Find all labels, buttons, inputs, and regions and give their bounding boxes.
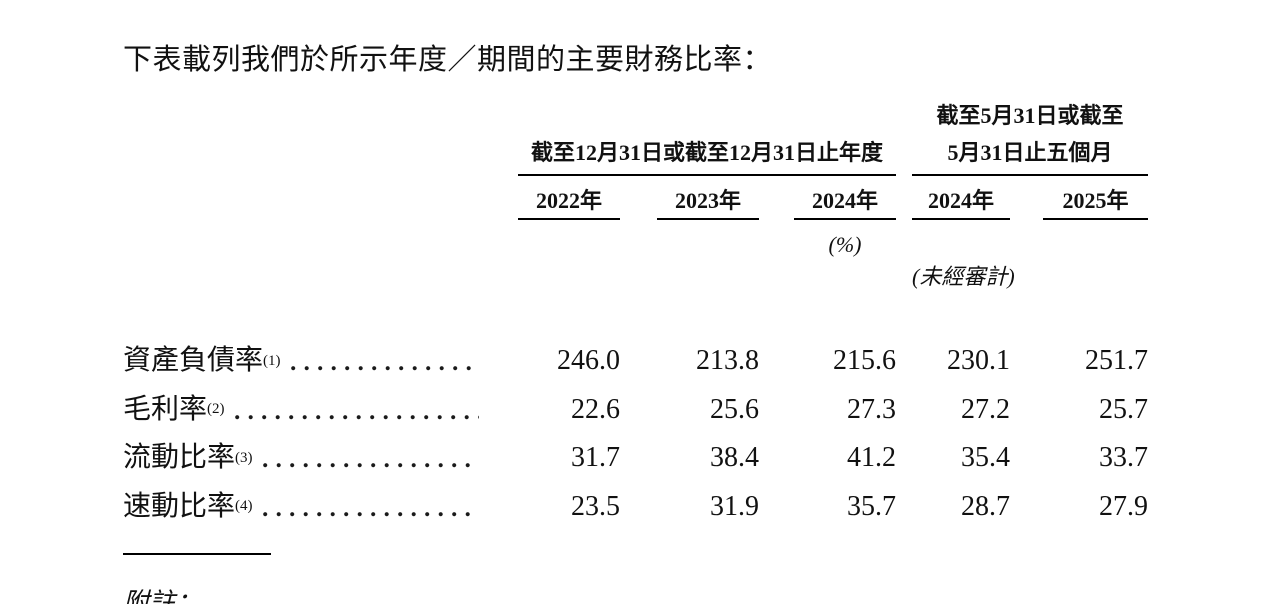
unit-row: (%) — [123, 220, 1148, 258]
unaudited-label: (未經審計) — [912, 264, 1015, 289]
ratio-value: 35.4 — [961, 442, 1010, 473]
period-group-label-line1: 截至5月31日或截至 — [936, 103, 1124, 128]
ratio-label: 流動比率(3) — [123, 442, 253, 473]
ratio-label-cell: 毛利率(2) — [123, 393, 515, 442]
ratio-row-gross-margin: 毛利率(2) 22.6 25.6 27.3 27.2 25.7 — [123, 393, 1148, 442]
percent-unit-label: (%) — [828, 232, 862, 257]
ratio-row-current-ratio: 流動比率(3) 31.7 38.4 41.2 35.4 33.7 — [123, 441, 1148, 490]
period-group-header-five-months: 截至5月31日或截至 5月31日止五個月 — [912, 97, 1148, 176]
ratio-value: 28.7 — [961, 490, 1010, 522]
footnote-marker: (4) — [235, 498, 253, 515]
dotted-leader — [234, 414, 479, 420]
intro-text: 下表載列我們於所示年度／期間的主要財務比率： — [123, 44, 773, 76]
footnote-marker: (1) — [263, 352, 281, 369]
ratio-label: 速動比率(4) — [123, 490, 253, 522]
ratio-value: 213.8 — [696, 345, 759, 376]
ratio-label: 資產負債率(1) — [123, 345, 281, 376]
ratio-label: 毛利率(2) — [123, 393, 225, 425]
period-group-header-annual: 截至12月31日或截至12月31日止年度 — [518, 97, 896, 176]
ratio-value: 22.6 — [571, 393, 620, 425]
ratio-value: 35.7 — [847, 490, 896, 522]
ratio-value: 27.3 — [847, 393, 896, 425]
ratio-value: 27.2 — [961, 393, 1010, 425]
dotted-leader — [262, 463, 479, 468]
period-group-label: 截至12月31日或截至12月31日止年度 — [530, 140, 883, 165]
dotted-leader — [262, 511, 479, 517]
ratio-value: 251.7 — [1085, 345, 1148, 376]
footnote-marker: (3) — [235, 449, 253, 466]
year-column-header: 2025年 — [1043, 176, 1148, 220]
year-column-header: 2023年 — [657, 176, 759, 220]
financial-ratios-table: 截至12月31日或截至12月31日止年度 截至5月31日或截至 5月31日止五個… — [123, 97, 1148, 538]
table-spacer — [123, 291, 1148, 344]
ratio-value: 31.7 — [571, 442, 620, 473]
ratio-value: 38.4 — [710, 442, 759, 473]
year-column-header: 2024年 — [794, 176, 896, 220]
notes-divider — [123, 553, 271, 555]
footnote-marker: (2) — [207, 401, 225, 418]
unaudited-row: (未經審計) — [123, 258, 1148, 291]
period-group-label-line2: 5月31日止五個月 — [947, 140, 1113, 165]
ratio-value: 25.7 — [1099, 393, 1148, 425]
dotted-leader — [290, 366, 479, 371]
year-column-header: 2022年 — [518, 176, 620, 220]
ratio-value: 23.5 — [571, 490, 620, 522]
year-column-header: 2024年 — [912, 176, 1010, 220]
year-header-row: 2022年 2023年 2024年 2024年 2025年 — [123, 176, 1148, 220]
ratio-value: 41.2 — [847, 442, 896, 473]
period-group-header-row: 截至12月31日或截至12月31日止年度 截至5月31日或截至 5月31日止五個… — [123, 97, 1148, 176]
ratio-row-quick-ratio: 速動比率(4) 23.5 31.9 35.7 28.7 27.9 — [123, 490, 1148, 539]
ratio-value: 230.1 — [947, 345, 1010, 376]
ratio-row-gearing: 資產負債率(1) 246.0 213.8 215.6 230.1 251.7 — [123, 344, 1148, 393]
ratio-value: 25.6 — [710, 393, 759, 425]
notes-heading: 附註： — [123, 588, 202, 604]
ratio-value: 27.9 — [1099, 490, 1148, 522]
ratio-value: 33.7 — [1099, 442, 1148, 473]
ratio-value: 246.0 — [557, 345, 620, 376]
ratio-label-cell: 資產負債率(1) — [123, 344, 515, 393]
ratio-label-cell: 流動比率(3) — [123, 441, 515, 490]
ratio-value: 31.9 — [710, 490, 759, 522]
ratio-value: 215.6 — [833, 345, 896, 376]
ratio-label-cell: 速動比率(4) — [123, 490, 515, 539]
